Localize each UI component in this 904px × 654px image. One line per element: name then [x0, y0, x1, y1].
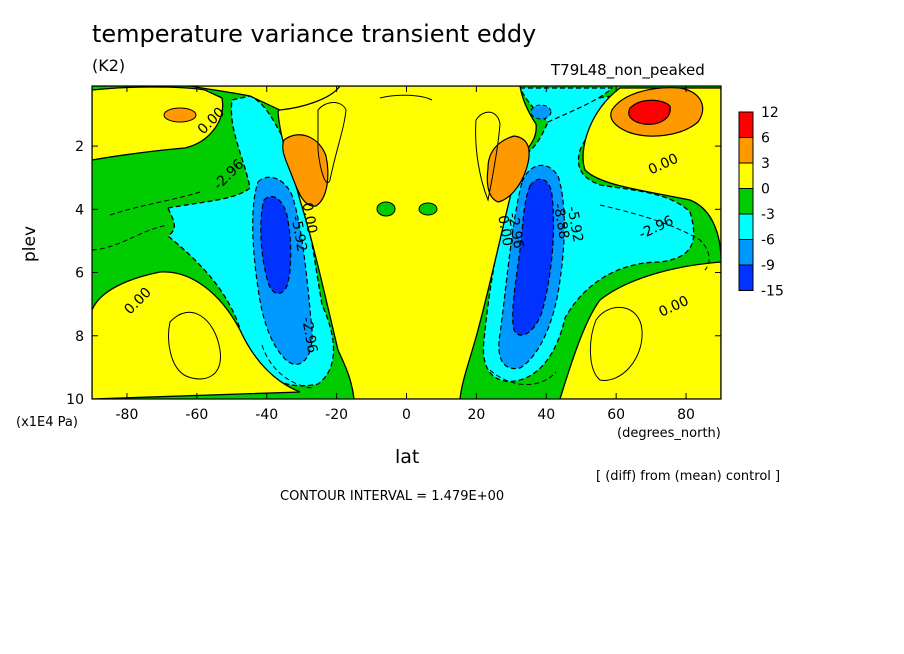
colorbar-swatch: [738, 137, 754, 164]
contour-line: [261, 344, 313, 389]
y-tick-label: 4: [75, 202, 84, 218]
colorbar-label: 6: [761, 131, 770, 147]
contour-label: 0.00: [494, 214, 515, 247]
contour-line: [599, 204, 710, 271]
west-yellow-region: [92, 86, 224, 161]
contour-labels: 0.00-2.960.00-2.96-5.920.00 0.00-2.96 -8.8…: [121, 104, 691, 354]
colorbar-swatch: [738, 111, 754, 138]
contour-line: [168, 311, 222, 380]
colorbar-label: 3: [761, 156, 770, 172]
y-tick-label: 8: [75, 329, 84, 345]
contour-field: [92, 86, 721, 399]
contour-label: 0.00: [299, 201, 320, 234]
y-axis: 2 4 6 8 10: [66, 139, 721, 408]
colorbar-swatch: [738, 213, 754, 240]
contour-label: -8.88: [550, 202, 572, 240]
units-label: (K2): [92, 56, 126, 75]
top-yellow-region: [92, 86, 341, 111]
colorbar-swatch: [738, 188, 754, 215]
east-yellow-region: [582, 87, 721, 261]
contour-label: -5.92: [288, 215, 310, 253]
diff-note: [ (diff) from (mean) control ]: [596, 469, 781, 484]
contour-line: [475, 111, 501, 202]
northeast-red-region: [628, 99, 671, 125]
southeast-yellow-region: [559, 261, 721, 399]
contour-interval: CONTOUR INTERVAL = 1.479E+00: [280, 489, 505, 504]
x-axis: -80 -60 -40 -20 0 20 40 60 80: [116, 86, 695, 423]
y-tick-label: 6: [75, 266, 84, 282]
contour-label: -2.96: [504, 212, 526, 251]
colorbar: 12 6 3 0 -3 -6 -9 -15: [738, 105, 784, 300]
run-label: T79L48_non_peaked: [551, 61, 705, 79]
colorbar-label: -6: [761, 233, 775, 249]
contour-line: [109, 191, 201, 216]
x-tick-label: -20: [325, 407, 348, 423]
x-axis-units: (degrees_north): [617, 426, 721, 441]
y-tick-label: 2: [75, 139, 84, 155]
x-tick-label: 80: [677, 407, 695, 423]
west-orange-patch: [163, 107, 197, 123]
y-axis-units: (x1E4 Pa): [16, 415, 78, 430]
x-tick-label: -40: [255, 407, 278, 423]
colorbar-swatch: [738, 239, 754, 266]
contour-line: [317, 102, 347, 183]
southwest-yellow-region: [92, 271, 301, 399]
colorbar-label: -15: [761, 284, 784, 300]
north-orange-region: [486, 135, 530, 203]
colorbar-label: 12: [761, 105, 779, 121]
x-tick-label: 20: [467, 407, 485, 423]
colorbar-label: -3: [761, 207, 775, 223]
colorbar-swatch: [738, 264, 754, 291]
x-tick-label: 60: [607, 407, 625, 423]
north-dark-blue-region: [512, 178, 555, 336]
green-island-east: [418, 202, 438, 216]
x-tick-label: -80: [116, 407, 139, 423]
chart-title: temperature variance transient eddy: [92, 20, 537, 48]
x-tick-label: -60: [185, 407, 208, 423]
contour-line: [489, 369, 557, 385]
contour-line: [379, 94, 433, 101]
x-axis-label: lat: [395, 446, 420, 468]
north-blue-patch: [530, 104, 552, 120]
colorbar-label: 0: [761, 182, 770, 198]
x-tick-label: 40: [537, 407, 555, 423]
green-island-west: [376, 201, 396, 217]
y-tick-label: 10: [66, 392, 84, 408]
contour-line: [589, 306, 643, 381]
contour-label: -2.96: [298, 316, 320, 355]
contour-label: -5.92: [564, 205, 586, 243]
colorbar-label: -9: [761, 258, 775, 274]
colorbar-swatch: [738, 162, 754, 189]
x-tick-label: 0: [402, 407, 411, 423]
south-dark-blue-region: [260, 195, 292, 294]
contour-line: [92, 224, 169, 251]
